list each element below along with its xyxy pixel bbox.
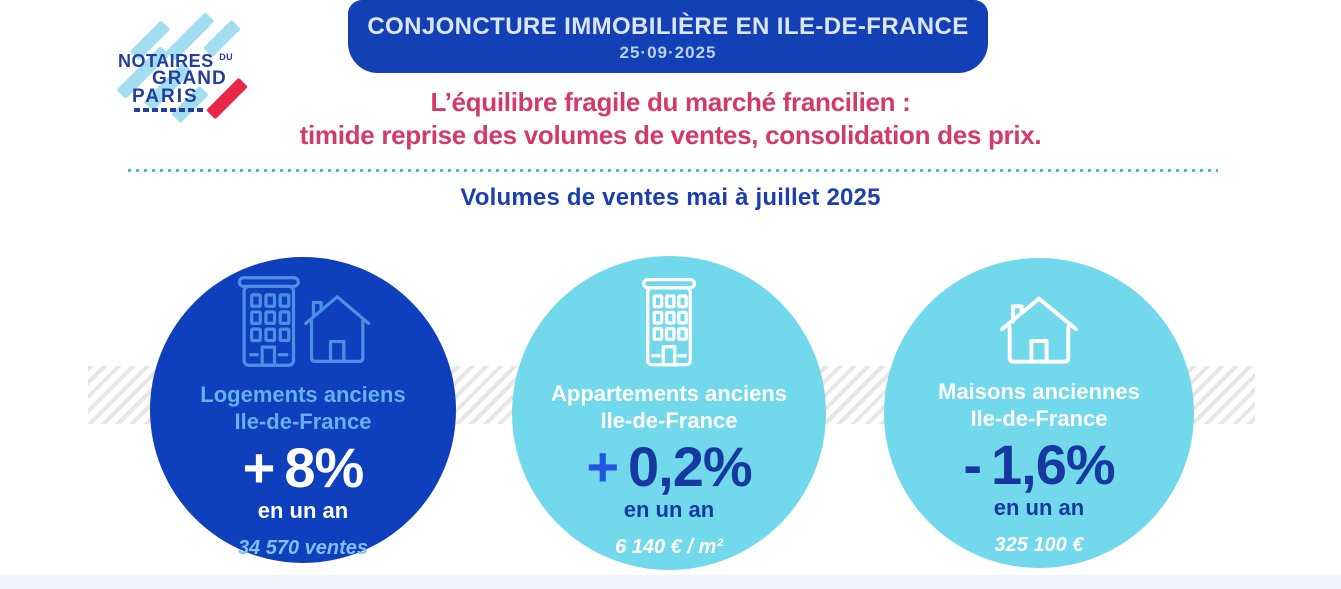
stat-sign: - — [963, 433, 982, 496]
stat-label-line1: Appartements anciens — [551, 381, 787, 406]
stat-label: Logements anciens Ile-de-France — [200, 381, 405, 435]
stat-label-line2: Ile-de-France — [234, 409, 372, 434]
stat-label-line2: Ile-de-France — [970, 406, 1108, 431]
building-icon — [638, 278, 700, 368]
bottom-strip — [0, 575, 1341, 589]
section-title: Volumes de ventes mai à juillet 2025 — [460, 184, 881, 211]
stat-label: Maisons anciennes Ile-de-France — [938, 378, 1140, 432]
logo-tagline — [134, 108, 204, 112]
banner-date: 25·09·2025 — [619, 42, 717, 62]
dotted-divider — [128, 169, 1218, 172]
stat-value: 8% — [284, 436, 364, 499]
logo-word-paris: PARIS — [132, 86, 199, 107]
logo-word-du: DU — [219, 52, 234, 62]
logo-word-grand: GRAND — [152, 68, 227, 89]
stat-period: en un an — [993, 495, 1085, 520]
stat-label: Appartements anciens Ile-de-France — [551, 380, 787, 434]
stat-change: -1,6% — [963, 433, 1116, 496]
stat-label-line1: Maisons anciennes — [938, 379, 1140, 404]
stat-sign: + — [242, 436, 276, 499]
logo-text: NOTAIRES DU GRAND PARIS — [118, 48, 248, 112]
stat-card-logements: Logements anciens Ile-de-France +8% en u… — [150, 257, 456, 563]
stat-detail: 325 100 € — [994, 534, 1084, 556]
stat-detail: 6 140 € / m² — [615, 536, 723, 558]
banner-title: CONJONCTURE IMMOBILIÈRE EN ILE-DE-FRANCE — [367, 12, 969, 40]
stat-label-line1: Logements anciens — [200, 382, 406, 407]
headline: L’équilibre fragile du marché francilien… — [0, 86, 1341, 152]
logo-word1: NOTAIRES — [118, 51, 214, 71]
stat-card-appartements: Appartements anciens Ile-de-France +0,2%… — [512, 256, 826, 570]
building-and-house-icon — [228, 276, 378, 369]
stat-period: en un an — [257, 498, 349, 523]
header-banner: CONJONCTURE IMMOBILIÈRE EN ILE-DE-FRANCE… — [348, 0, 988, 73]
headline-line2: timide reprise des volumes de ventes, co… — [299, 120, 1042, 150]
stat-value: 0,2% — [628, 435, 753, 498]
stat-card-maisons: Maisons anciennes Ile-de-France -1,6% en… — [884, 258, 1194, 568]
stat-sign: + — [586, 435, 619, 498]
logo-word-notaires: NOTAIRES DU — [118, 48, 248, 70]
stat-change: +0,2% — [586, 435, 753, 498]
stat-change: +8% — [242, 436, 365, 499]
notaires-grand-paris-logo: NOTAIRES DU GRAND PARIS — [110, 12, 255, 124]
house-icon — [994, 288, 1084, 366]
stat-detail: 34 570 ventes — [237, 537, 369, 559]
stat-period: en un an — [623, 497, 715, 522]
stat-value: 1,6% — [991, 433, 1116, 496]
headline-line1: L’équilibre fragile du marché francilien… — [430, 87, 911, 117]
stat-label-line2: Ile-de-France — [600, 408, 738, 433]
